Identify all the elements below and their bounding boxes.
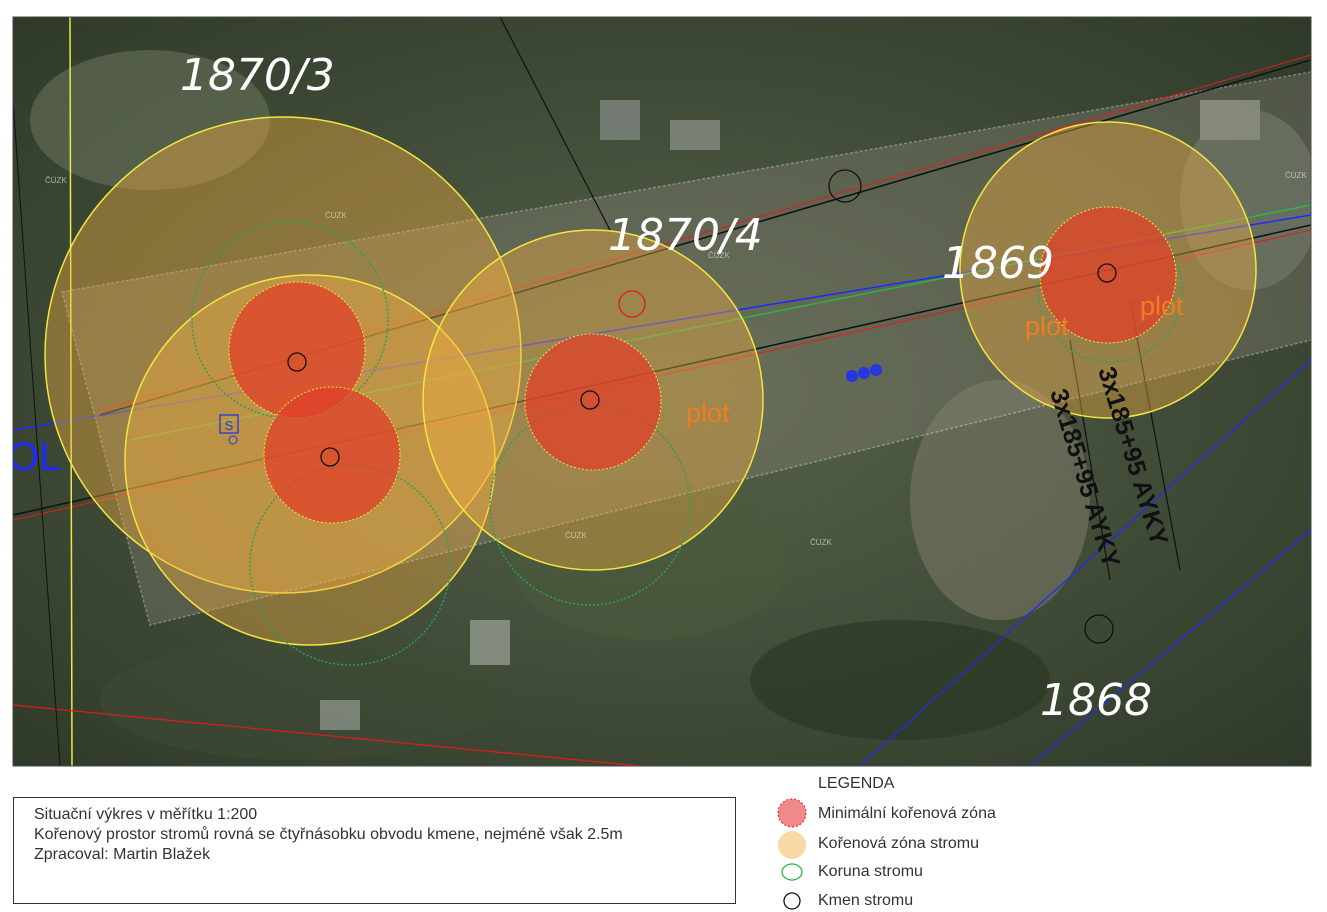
crown [489,404,691,606]
watermark: ČÚZK [708,251,730,260]
parcel-line [499,17,611,231]
edge-label: OL [8,435,61,479]
info-line: Kořenový prostor stromů rovná se čtyřnás… [34,826,623,843]
map-symbol [828,169,862,203]
cable-line [1129,299,1181,571]
legend-item: Koruna stromu [818,863,923,880]
info-line: Situační výkres v měřítku 1:200 [34,806,258,823]
legend-title: LEGENDA [818,775,895,792]
trunk [320,447,340,467]
parcel-line [13,704,641,766]
symbol-box [219,414,239,434]
marker [618,290,646,318]
vegetation [30,50,1311,760]
min-root-zone [263,386,401,524]
fence-label: plot [1140,291,1184,321]
crown [249,464,451,666]
legend-symbol [783,892,801,910]
symbol-label: S [225,418,234,433]
legend-item: Kořenová zóna stromu [818,835,979,852]
legend-item: Kmen stromu [818,892,914,909]
map-symbol [1084,614,1114,644]
poles [846,364,882,382]
watermark: ČÚZK [810,538,832,547]
trunks [287,263,1117,467]
trunk [580,390,600,410]
watermark: ČÚZK [325,211,347,220]
legend-symbol [777,798,807,828]
parcel-label: 1870/3 [180,50,335,101]
symbol-point [228,435,238,445]
fence-label: plot [1025,311,1069,341]
min-root-zone [228,281,366,419]
parcel-label: 1868 [1040,675,1152,726]
legend-item: Minimální kořenová zóna [818,805,996,822]
crown [1037,217,1183,363]
trunk [287,352,307,372]
watermark: ČÚZK [565,531,587,540]
fence-label: plot [686,398,730,428]
legend-symbol [781,863,803,881]
utility-line [859,359,1311,766]
min-root-zone [524,333,662,471]
utility-line [1029,529,1311,766]
legend-symbol [778,831,806,859]
map: S OL 1870/3 1870/4 1869 1868 plot plot p… [8,17,1311,766]
parcel-line [13,99,61,766]
survey-line [69,17,73,766]
min-root-zones [228,206,1177,524]
info-box: Situační výkres v měřítku 1:200 Kořenový… [13,797,736,904]
watermark: ČÚZK [45,176,67,185]
info-line: Zpracoval: Martin Blažek [34,846,211,863]
parcel-label: 1869 [942,238,1054,289]
watermark: ČÚZK [1285,171,1307,180]
min-root-zone [1039,206,1177,344]
map-frame [12,16,1312,767]
trunk [1097,263,1117,283]
parcel-label: 1870/4 [608,210,763,261]
cable-line [1069,339,1111,581]
